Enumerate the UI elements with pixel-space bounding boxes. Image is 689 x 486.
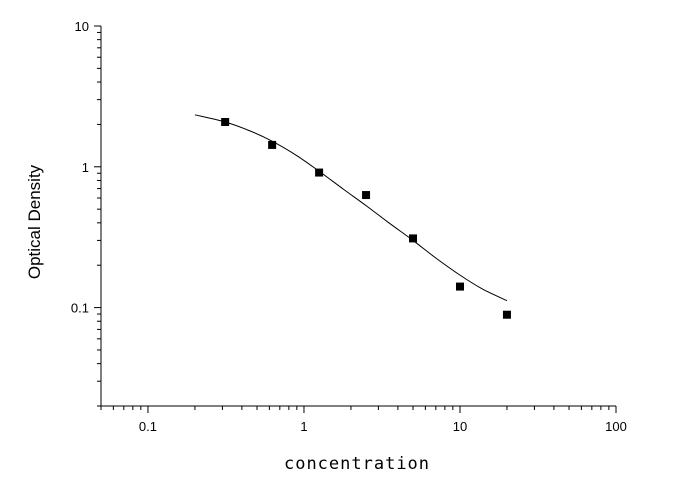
x-tick-label: 100	[605, 419, 627, 434]
y-axis-label: Optical Density	[25, 164, 44, 279]
x-tick-label: 0.1	[139, 419, 157, 434]
x-axis-label: concentration	[284, 454, 430, 474]
x-tick-label: 10	[453, 419, 467, 434]
axes: 0.1 1 10 100 0.1 1 10	[71, 19, 627, 434]
data-points	[221, 118, 511, 319]
x-tick-label: 1	[300, 419, 307, 434]
y-tick-label: 10	[75, 19, 89, 34]
data-point	[315, 168, 324, 177]
data-point	[362, 191, 371, 200]
y-tick-label: 1	[82, 160, 89, 175]
data-point	[221, 118, 230, 127]
fit-curve	[194, 114, 508, 302]
y-tick-label: 0.1	[71, 301, 89, 316]
data-point	[502, 310, 511, 319]
data-point	[409, 234, 418, 243]
data-point	[268, 140, 277, 149]
data-point	[455, 282, 464, 291]
